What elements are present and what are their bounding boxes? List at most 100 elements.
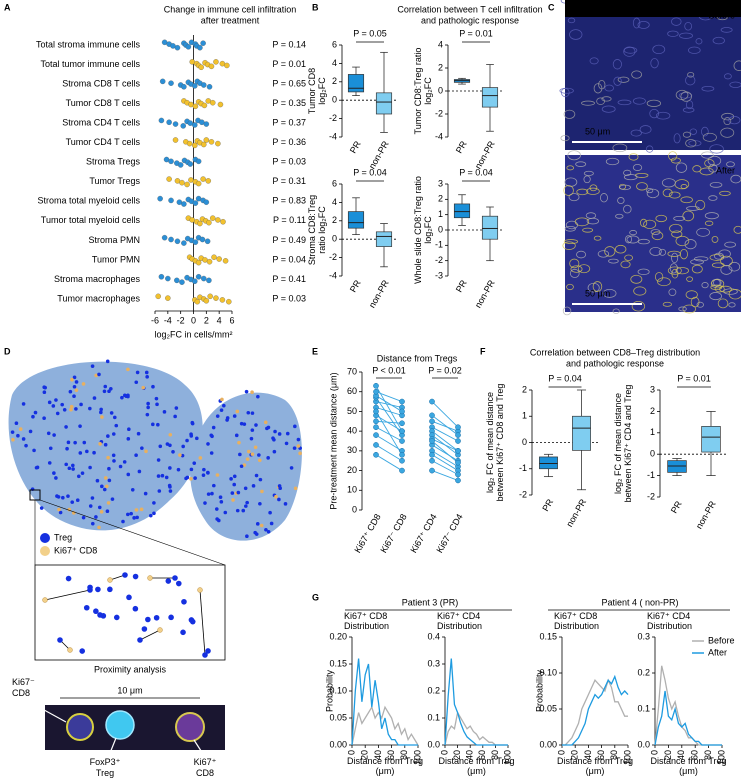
cell-signal [686,205,700,211]
tissue-cell [229,477,233,481]
dot [209,215,216,221]
tissue-cell [107,466,111,471]
y-tick-label: -2 [435,108,443,118]
tissue-cell [250,428,255,432]
cell-signal [714,285,725,293]
cell-signal [687,71,695,78]
category-label: Tumor total myeloid cells [41,215,141,225]
y-tick-label: -2 [647,491,655,501]
cell [57,637,63,643]
dot [226,298,232,305]
tissue-cell [11,437,15,442]
tissue-cell [109,411,114,415]
y-tick-label: -4 [435,131,443,141]
tissue-cell [24,443,28,448]
dot [192,239,199,245]
tissue-cell [218,495,223,500]
dot [201,82,207,88]
tissue-cell [211,425,216,430]
legend-label: After [708,647,727,657]
y-tick-label: 3 [438,178,443,188]
y-tick-label: 30 [347,445,357,455]
cell [100,613,107,619]
tissue-cell [225,416,230,420]
cell-signal [704,159,715,168]
y-tick-label: 0.0 [427,739,440,749]
cell-signal [630,129,642,137]
cell-signal [592,281,603,292]
y-tick-label: 10 [347,485,357,495]
dot [373,418,379,425]
cell-signal [566,165,575,171]
dot [203,137,210,143]
dot [206,84,213,90]
cell-signal [701,126,709,137]
tissue-cell [230,491,235,495]
pair-line [431,426,459,442]
dot [181,201,187,207]
y-tick-label: 3 [650,384,655,394]
tissue-cell [55,494,59,498]
tissue-cell [146,401,150,406]
y-axis-label: Tumor CD8:Treg ratiolog₂FC [413,48,433,135]
tissue-cell [98,442,102,446]
pair-line [375,401,403,408]
p-value-label: P = 0.05 [353,28,387,38]
tissue-cell [189,477,193,481]
tissue-cell [88,406,92,411]
panel-label: D [4,346,11,356]
dot [201,141,207,148]
tissue-cell [136,431,141,436]
cell-signal [604,84,614,92]
dot [158,117,165,124]
tissue-cell [135,370,140,375]
panel-label: G [312,592,319,602]
cell-signal [673,215,686,222]
tissue-cell [74,388,79,392]
y-tick-label: 0.2 [637,667,650,677]
tissue-cell [14,421,19,426]
tissue-cell [181,444,185,449]
cell-signal [701,282,709,289]
cell-signal [562,241,576,250]
tissue-cell [245,500,249,505]
dot [373,432,379,438]
dot [165,295,171,301]
tissue-cell [266,425,271,430]
dot [203,199,210,205]
tissue-cell [271,436,275,440]
cell-signal [675,235,690,247]
tissue-cell [85,449,89,454]
cell-signal [605,157,620,166]
tissue-cell [168,489,173,493]
dot [200,40,206,46]
cell-signal [615,213,624,219]
tissue-cell [72,375,77,380]
category-label: Stroma macrophages [54,274,141,284]
pair-line [431,454,459,471]
cell-signal [682,107,695,113]
panel-heading: Correlation between T cell infiltration a… [397,5,542,26]
dot [211,254,217,260]
cell-signal [724,241,737,248]
dot [174,44,181,51]
dot [181,84,187,90]
series-line [562,678,628,746]
category-label: Ki67⁻ CD4 [434,512,464,554]
cell-signal [702,132,717,142]
tissue-cell [239,421,244,426]
y-tick-label: 0 [332,234,337,244]
legend-dot [40,533,50,543]
legend-dot [40,546,50,556]
tissue-cell [257,458,262,463]
tissue-cell [102,389,107,394]
tissue-cell [42,385,47,389]
cell-signal [583,170,594,176]
dot [455,424,461,431]
cell-signal [617,76,630,83]
cell-signal [640,218,648,227]
y-tick-label: 2 [438,194,443,204]
tissue-cell [215,517,219,521]
box [453,203,471,219]
box [375,92,393,115]
